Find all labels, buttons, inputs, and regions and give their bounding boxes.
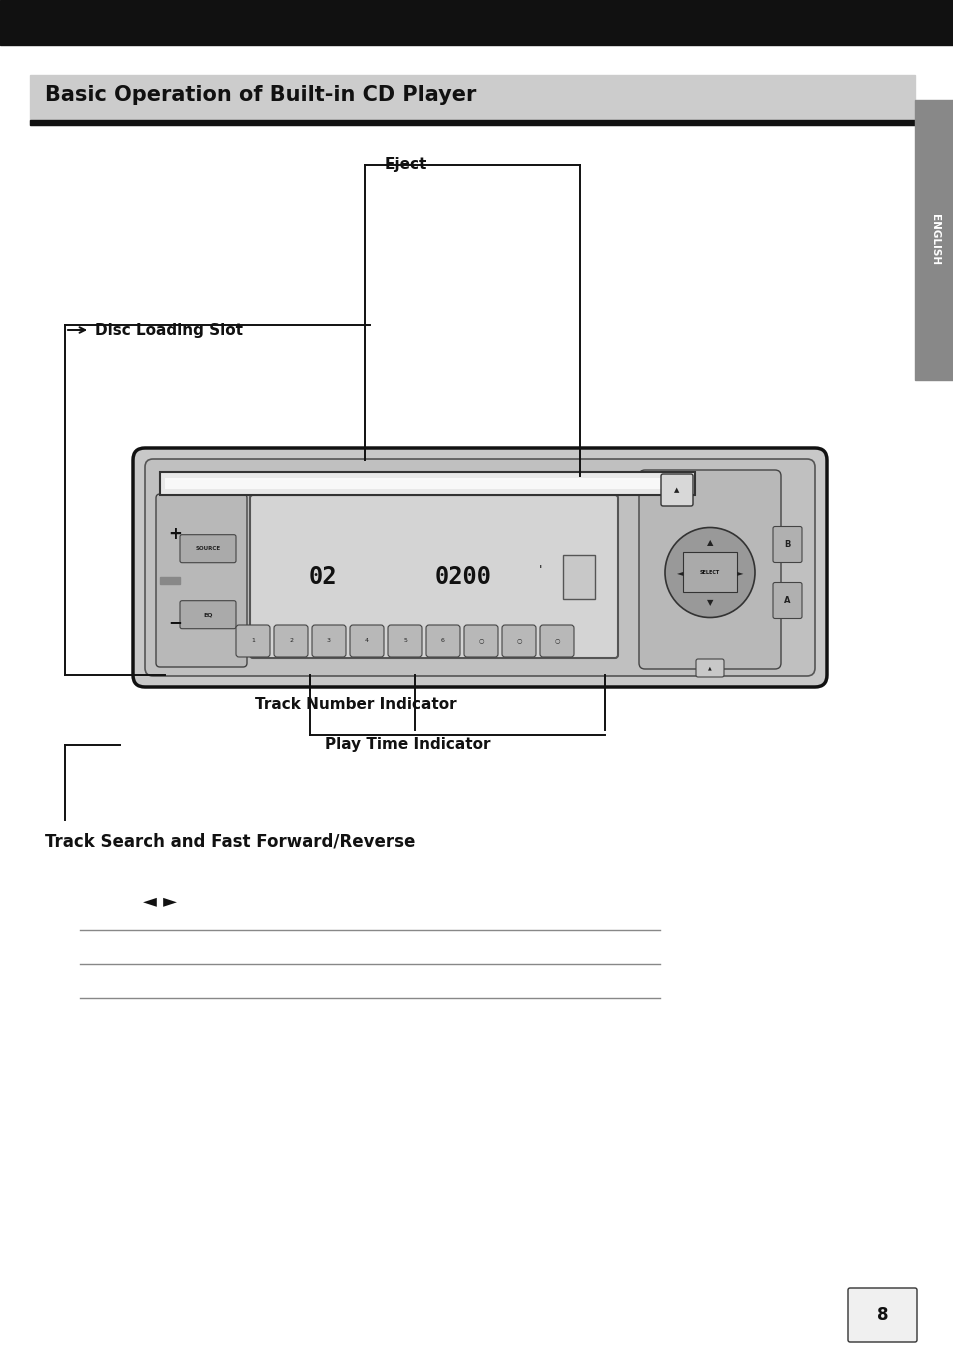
Text: ▲: ▲ — [674, 486, 679, 493]
Text: +: + — [168, 526, 182, 543]
FancyBboxPatch shape — [388, 625, 421, 657]
Text: ◄ ►: ◄ ► — [143, 893, 177, 911]
Text: −: − — [168, 612, 182, 630]
Text: ENGLISH: ENGLISH — [928, 214, 939, 266]
FancyBboxPatch shape — [772, 583, 801, 618]
Bar — [30, 75, 914, 125]
FancyBboxPatch shape — [180, 535, 235, 562]
FancyBboxPatch shape — [350, 625, 384, 657]
FancyBboxPatch shape — [145, 459, 814, 676]
Text: 6: 6 — [440, 638, 444, 644]
Text: 5: 5 — [402, 638, 407, 644]
Text: Basic Operation of Built-in CD Player: Basic Operation of Built-in CD Player — [45, 85, 476, 104]
Text: ►: ► — [736, 568, 742, 577]
Text: A: A — [783, 596, 790, 604]
FancyBboxPatch shape — [772, 527, 801, 562]
FancyBboxPatch shape — [847, 1289, 916, 1341]
Text: SOURCE: SOURCE — [195, 546, 220, 551]
FancyBboxPatch shape — [463, 625, 497, 657]
FancyBboxPatch shape — [312, 625, 346, 657]
FancyBboxPatch shape — [235, 625, 270, 657]
Text: EQ: EQ — [203, 612, 213, 617]
FancyBboxPatch shape — [682, 553, 737, 592]
Circle shape — [664, 527, 754, 618]
Text: ': ' — [538, 564, 542, 577]
Text: 3: 3 — [327, 638, 331, 644]
Text: ▼: ▼ — [706, 598, 713, 607]
FancyBboxPatch shape — [539, 625, 574, 657]
Text: Track Search and Fast Forward/Reverse: Track Search and Fast Forward/Reverse — [45, 833, 415, 851]
Bar — [160, 472, 695, 495]
Text: 8: 8 — [876, 1306, 887, 1324]
FancyBboxPatch shape — [426, 625, 459, 657]
Bar — [914, 100, 953, 379]
FancyBboxPatch shape — [156, 495, 247, 667]
FancyBboxPatch shape — [250, 495, 618, 659]
Text: ○: ○ — [554, 638, 559, 644]
Bar — [30, 121, 914, 125]
FancyBboxPatch shape — [660, 474, 692, 505]
Text: Disc Loading Slot: Disc Loading Slot — [95, 322, 243, 337]
Text: 2: 2 — [289, 638, 293, 644]
Text: ○: ○ — [516, 638, 521, 644]
Text: 0200: 0200 — [434, 565, 491, 588]
Text: B: B — [783, 541, 790, 549]
Text: SELECT: SELECT — [700, 570, 720, 575]
Text: Eject: Eject — [385, 157, 427, 172]
Text: 02: 02 — [309, 565, 337, 588]
Text: ▲: ▲ — [706, 538, 713, 547]
FancyBboxPatch shape — [501, 625, 536, 657]
Text: 1: 1 — [251, 638, 254, 644]
FancyBboxPatch shape — [696, 659, 723, 678]
Bar — [0, 0, 953, 45]
FancyBboxPatch shape — [639, 470, 781, 669]
FancyBboxPatch shape — [132, 449, 826, 687]
FancyBboxPatch shape — [274, 625, 308, 657]
Text: ○: ○ — [477, 638, 483, 644]
Text: 4: 4 — [365, 638, 369, 644]
Bar — [165, 478, 689, 489]
Bar — [160, 577, 180, 584]
Text: ▲: ▲ — [707, 665, 711, 671]
Bar — [562, 554, 595, 599]
Text: Track Number Indicator: Track Number Indicator — [254, 698, 456, 713]
Text: ◄: ◄ — [676, 568, 682, 577]
Text: Play Time Indicator: Play Time Indicator — [325, 737, 490, 752]
FancyBboxPatch shape — [180, 600, 235, 629]
